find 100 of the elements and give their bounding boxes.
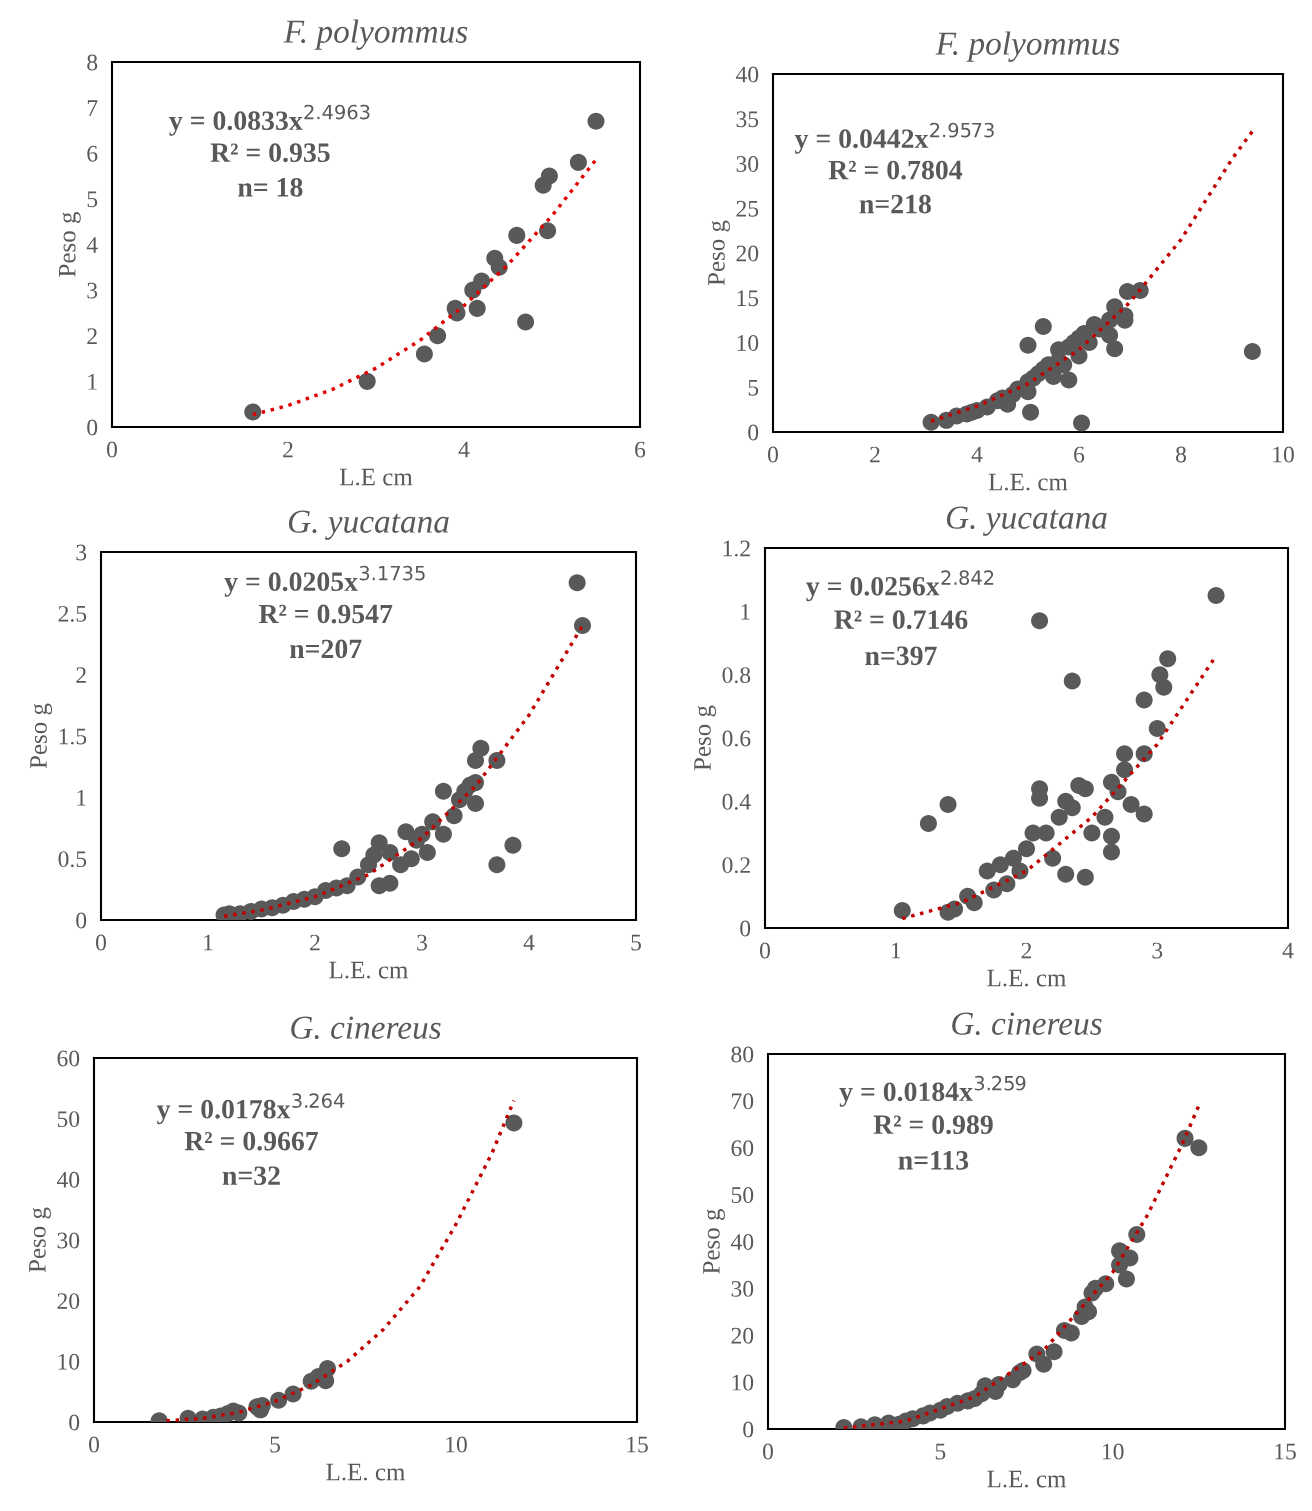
chart-title: F. polyommus (283, 19, 468, 50)
y-tick-label: 0.2 (722, 857, 750, 874)
annotation: y = 0.0442x$^{2.9573}$ (794, 122, 994, 154)
y-tick-label: 4 (86, 237, 98, 253)
annotation: R² = 0.7804 (828, 160, 963, 180)
y-tick-label: 20 (736, 245, 759, 262)
y-tick-label: 10 (732, 1374, 754, 1391)
y-tick-label: 8 (87, 54, 98, 71)
x-tick-label: 10 (1102, 1443, 1124, 1460)
y-tick-label: 0.5 (58, 851, 87, 868)
x-tick-label: 6 (635, 441, 646, 458)
y-tick-label: 35 (736, 111, 759, 128)
x-tick-label: 3 (1152, 942, 1163, 959)
y-tick-label: 15 (737, 290, 759, 307)
y-tick-label: 10 (58, 1353, 80, 1370)
annotation: y = 0.0178x$^{3.264}$ (156, 1093, 345, 1125)
x-tick-label: 4 (1282, 942, 1294, 959)
x-axis-title: L.E. cm (329, 961, 409, 979)
y-tick-label: 5 (87, 191, 98, 208)
x-tick-label: 10 (446, 1436, 467, 1453)
annotation: n=218 (859, 194, 931, 214)
y-tick-label: 1 (77, 789, 86, 806)
x-tick-label: 0 (760, 942, 770, 959)
y-axis-title: Peso g (58, 211, 81, 277)
x-axis-title: L.E cm (339, 468, 413, 486)
y-tick-label: 0.6 (722, 730, 751, 747)
annotation: n=207 (289, 639, 362, 659)
y-tick-label: 20 (731, 1327, 754, 1344)
annotation: y = 0.0256x$^{2.842}$ (806, 570, 994, 602)
x-tick-label: 6 (1074, 446, 1085, 463)
x-tick-label: 5 (935, 1443, 946, 1460)
y-tick-label: 0 (87, 419, 98, 436)
y-tick-label: 70 (732, 1093, 754, 1110)
y-tick-label: 40 (735, 66, 759, 83)
x-axis-title: L.E. cm (987, 969, 1067, 987)
y-tick-label: 2.5 (58, 605, 87, 622)
y-tick-label: 0 (743, 1421, 754, 1438)
x-tick-label: 5 (270, 1436, 280, 1453)
y-tick-label: 30 (736, 155, 759, 172)
x-tick-label: 15 (1275, 1443, 1296, 1460)
annotation: n=397 (865, 646, 937, 666)
y-tick-label: 30 (731, 1280, 754, 1297)
x-axis-title: L.E. cm (326, 1463, 406, 1481)
y-tick-label: 0.8 (722, 667, 751, 684)
chart-title: G. yucatana (288, 510, 449, 540)
x-tick-label: 4 (971, 446, 983, 463)
y-tick-label: 3 (87, 282, 98, 299)
x-tick-label: 1 (891, 942, 901, 959)
y-tick-label: 1 (88, 373, 97, 390)
y-tick-label: 1.2 (723, 540, 750, 557)
y-tick-label: 1 (741, 603, 750, 620)
y-tick-label: 40 (56, 1171, 80, 1188)
y-tick-label: 6 (87, 145, 98, 162)
y-tick-label: 10 (737, 334, 759, 351)
chart-title: G. cinereus (952, 1012, 1102, 1036)
annotation: n= 18 (238, 177, 303, 197)
y-axis-title: Peso g (694, 705, 717, 771)
annotation: R² = 0.9667 (184, 1131, 319, 1151)
y-tick-label: 0 (740, 920, 751, 937)
annotation: R² = 0.989 (873, 1115, 993, 1135)
annotation: n=32 (222, 1166, 280, 1186)
y-tick-label: 1.5 (59, 728, 87, 745)
y-tick-label: 80 (731, 1046, 754, 1063)
x-tick-label: 1 (204, 934, 213, 951)
x-tick-label: 5 (631, 934, 641, 951)
y-tick-label: 50 (731, 1187, 754, 1204)
x-tick-label: 0 (107, 441, 117, 458)
annotation: R² = 0.9547 (258, 604, 393, 624)
y-axis-title: Peso g (708, 220, 730, 286)
x-axis-title: L.E. cm (988, 473, 1068, 491)
x-tick-label: 0 (768, 446, 778, 463)
annotation: y = 0.0833x$^{2.4963}$ (169, 104, 370, 136)
chart-title: F. polyommus (935, 31, 1120, 62)
y-axis-title: Peso g (703, 1208, 725, 1274)
y-tick-label: 30 (57, 1232, 80, 1249)
x-tick-label: 8 (1176, 446, 1186, 463)
y-tick-label: 2 (87, 328, 97, 344)
y-tick-label: 2 (76, 667, 86, 683)
y-tick-label: 60 (57, 1050, 80, 1067)
annotation: R² = 0.7146 (834, 610, 968, 630)
annotation: R² = 0.935 (210, 143, 330, 163)
x-tick-label: 0 (763, 1443, 773, 1460)
y-tick-label: 0 (76, 912, 87, 929)
y-tick-label: 5 (748, 379, 759, 396)
y-tick-label: 7 (87, 100, 98, 116)
annotation: y = 0.0184x$^{3.259}$ (839, 1075, 1026, 1107)
x-tick-label: 4 (458, 441, 470, 458)
y-tick-label: 40 (730, 1233, 754, 1250)
x-tick-label: 10 (1273, 446, 1294, 463)
x-tick-label: 2 (283, 441, 293, 458)
x-tick-label: 2 (870, 446, 880, 463)
chart-title: G. yucatana (946, 506, 1107, 536)
y-tick-label: 0 (69, 1414, 80, 1431)
y-tick-label: 25 (736, 200, 759, 217)
y-tick-label: 60 (731, 1140, 754, 1157)
y-axis-title: Peso g (30, 703, 53, 769)
y-axis-title: Peso g (29, 1207, 51, 1273)
chart-title: G. cinereus (291, 1016, 441, 1040)
y-tick-label: 20 (57, 1293, 80, 1310)
y-tick-label: 50 (57, 1111, 80, 1128)
